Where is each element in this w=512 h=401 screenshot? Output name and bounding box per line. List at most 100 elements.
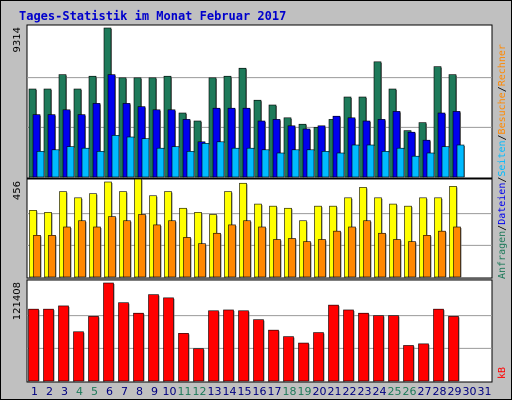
bar-seiten-day-17 <box>276 152 285 178</box>
bar-rechner-day-27 <box>423 235 431 278</box>
x-tick-label-11: 11 <box>178 385 192 398</box>
bar-seiten-day-10 <box>171 146 180 178</box>
bar-dateien-day-15 <box>242 107 251 178</box>
bar-kb-day-1 <box>28 308 39 382</box>
bar-rechner-day-6 <box>108 216 116 278</box>
bar-seiten-day-16 <box>261 149 270 178</box>
bar-seiten-day-29 <box>456 144 465 178</box>
bar-rechner-day-1 <box>33 235 41 278</box>
bar-kb-day-24 <box>373 315 384 382</box>
bar-dateien-day-24 <box>377 119 386 178</box>
bar-rechner-day-9 <box>153 224 161 278</box>
x-tick-label-1: 1 <box>31 385 38 398</box>
bar-seiten-day-6 <box>111 135 120 178</box>
bar-kb-day-7 <box>118 302 129 382</box>
bar-rechner-day-25 <box>393 239 401 278</box>
x-tick-label-23: 23 <box>358 385 372 398</box>
x-tick-label-25: 25 <box>388 385 402 398</box>
bar-seiten-day-9 <box>156 147 165 178</box>
bar-seiten-day-4 <box>81 147 90 178</box>
legend-dateien: Dateien <box>497 183 508 225</box>
bar-rechner-day-19 <box>303 241 311 278</box>
bar-dateien-day-21 <box>332 115 341 178</box>
bar-dateien-day-11 <box>182 119 191 178</box>
legend-seiten: Seiten <box>497 140 508 176</box>
bar-dateien-day-14 <box>227 107 236 178</box>
legend-kb: kB <box>497 367 508 379</box>
legend-slash: / <box>497 225 508 231</box>
x-tick-label-24: 24 <box>373 385 387 398</box>
bar-kb-day-9 <box>148 294 159 382</box>
bar-seiten-day-3 <box>66 146 75 178</box>
legend-lower: kB <box>497 367 508 379</box>
bar-rechner-day-17 <box>273 239 281 278</box>
bar-kb-day-18 <box>283 336 294 382</box>
x-tick-label-7: 7 <box>121 385 128 398</box>
bar-seiten-day-23 <box>366 144 375 178</box>
bar-dateien-day-2 <box>47 114 56 178</box>
bar-rechner-day-22 <box>348 226 356 278</box>
bar-kb-day-27 <box>418 343 429 382</box>
x-tick-label-10: 10 <box>163 385 177 398</box>
bar-seiten-day-26 <box>411 155 420 178</box>
bar-kb-day-15 <box>238 310 249 382</box>
bar-dateien-day-5 <box>92 103 101 178</box>
bar-rechner-day-12 <box>198 243 206 278</box>
x-tick-label-28: 28 <box>433 385 447 398</box>
bar-dateien-day-28 <box>437 112 446 178</box>
bar-dateien-day-6 <box>107 74 116 178</box>
x-tick-label-19: 19 <box>298 385 312 398</box>
bar-kb-day-11 <box>178 333 189 382</box>
x-tick-label-4: 4 <box>76 385 83 398</box>
x-tick-label-3: 3 <box>61 385 68 398</box>
bar-kb-day-19 <box>298 342 309 382</box>
bar-rechner-day-21 <box>333 230 341 278</box>
x-tick-label-8: 8 <box>136 385 143 398</box>
bar-seiten-day-24 <box>381 151 390 178</box>
x-tick-label-15: 15 <box>238 385 252 398</box>
bar-dateien-day-26 <box>407 131 416 178</box>
bar-kb-day-14 <box>223 309 234 382</box>
bar-seiten-day-27 <box>426 152 435 178</box>
axis-max-label-top: 9314 <box>12 27 23 52</box>
bar-kb-day-20 <box>313 332 324 382</box>
bar-rechner-day-26 <box>408 241 416 278</box>
x-tick-label-5: 5 <box>91 385 98 398</box>
bar-dateien-day-16 <box>257 120 266 178</box>
chart-title: Tages-Statistik im Monat Februar 2017 <box>19 9 286 23</box>
bar-seiten-day-21 <box>336 152 345 178</box>
bar-seiten-day-20 <box>321 151 330 178</box>
x-tick-label-6: 6 <box>106 385 113 398</box>
bar-rechner-day-7 <box>123 220 131 278</box>
bar-dateien-day-3 <box>62 109 71 178</box>
bar-seiten-day-19 <box>306 149 315 178</box>
bar-rechner-day-5 <box>93 226 101 278</box>
x-tick-label-29: 29 <box>448 385 462 398</box>
bar-kb-day-5 <box>88 316 99 382</box>
bar-seiten-day-15 <box>246 147 255 178</box>
x-tick-label-31: 31 <box>478 385 492 398</box>
x-tick-label-12: 12 <box>193 385 207 398</box>
x-tick-label-26: 26 <box>403 385 417 398</box>
x-tick-label-22: 22 <box>343 385 357 398</box>
bar-seiten-day-5 <box>96 151 105 178</box>
bar-seiten-day-28 <box>441 146 450 178</box>
legend-slash: / <box>497 86 508 92</box>
bar-seiten-day-14 <box>231 147 240 178</box>
bar-rechner-day-20 <box>318 239 326 278</box>
bar-kb-day-29 <box>448 316 459 382</box>
bar-seiten-day-18 <box>291 149 300 178</box>
bar-kb-day-6 <box>103 282 114 382</box>
bar-kb-day-26 <box>403 345 414 382</box>
bar-kb-day-23 <box>358 312 369 382</box>
bar-kb-day-4 <box>73 331 84 382</box>
bar-kb-day-21 <box>328 304 339 382</box>
bar-seiten-day-13 <box>216 141 225 178</box>
x-tick-label-20: 20 <box>313 385 327 398</box>
bar-rechner-day-24 <box>378 232 386 278</box>
legend-besuche: Besuche <box>497 92 508 134</box>
x-tick-label-16: 16 <box>253 385 267 398</box>
bar-rechner-day-10 <box>168 220 176 278</box>
